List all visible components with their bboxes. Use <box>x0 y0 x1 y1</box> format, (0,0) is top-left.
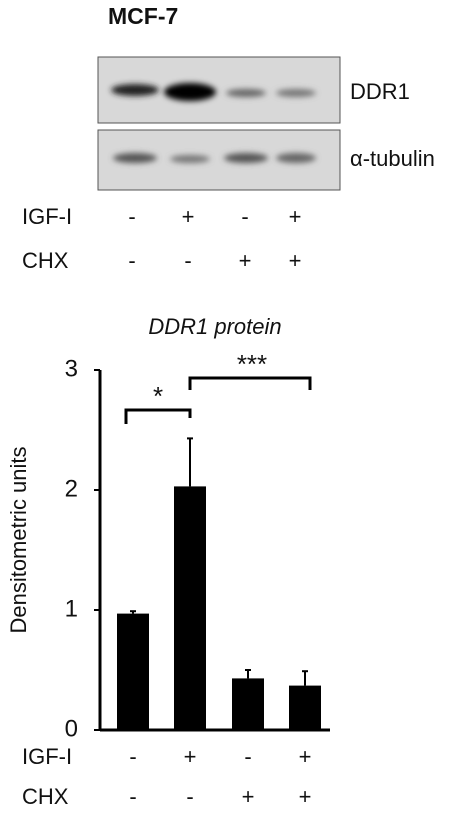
y-tick-label: 1 <box>65 595 78 622</box>
condition-sign: + <box>239 248 252 273</box>
condition-label: IGF-I <box>22 744 72 769</box>
condition-sign: + <box>299 784 312 809</box>
band-label: DDR1 <box>350 79 410 104</box>
error-bar <box>245 669 251 679</box>
y-axis-label: Densitometric units <box>6 446 31 633</box>
condition-sign: + <box>182 204 195 229</box>
blot-tubulin <box>97 129 341 191</box>
condition-sign: - <box>241 204 248 229</box>
error-bar <box>302 670 308 686</box>
significance: *** <box>237 349 267 379</box>
condition-label: CHX <box>22 248 69 273</box>
condition-sign: - <box>244 744 251 769</box>
bar <box>174 486 206 730</box>
significance-brackets <box>124 376 312 424</box>
condition-sign: - <box>128 248 135 273</box>
condition-label: CHX <box>22 784 69 809</box>
bar <box>289 685 321 730</box>
condition-sign: - <box>184 248 191 273</box>
condition-sign: + <box>299 744 312 769</box>
condition-sign: - <box>186 784 193 809</box>
blot-ddr1 <box>97 56 341 124</box>
condition-sign: + <box>242 784 255 809</box>
y-tick-label: 3 <box>65 355 78 382</box>
condition-sign: - <box>128 204 135 229</box>
error-bar <box>130 610 136 614</box>
significance: * <box>153 381 163 411</box>
condition-sign: + <box>184 744 197 769</box>
blot-title: MCF-7 <box>108 3 178 29</box>
bar <box>232 678 264 730</box>
y-tick-label: 0 <box>65 715 78 742</box>
bar <box>117 613 149 730</box>
error-bar <box>187 437 193 487</box>
condition-sign: - <box>129 784 136 809</box>
condition-label: IGF-I <box>22 204 72 229</box>
condition-sign: + <box>289 204 302 229</box>
y-tick-label: 2 <box>65 475 78 502</box>
condition-sign: - <box>129 744 136 769</box>
band-label: α-tubulin <box>350 146 435 171</box>
condition-sign: + <box>289 248 302 273</box>
chart-title: DDR1 protein <box>148 314 281 339</box>
